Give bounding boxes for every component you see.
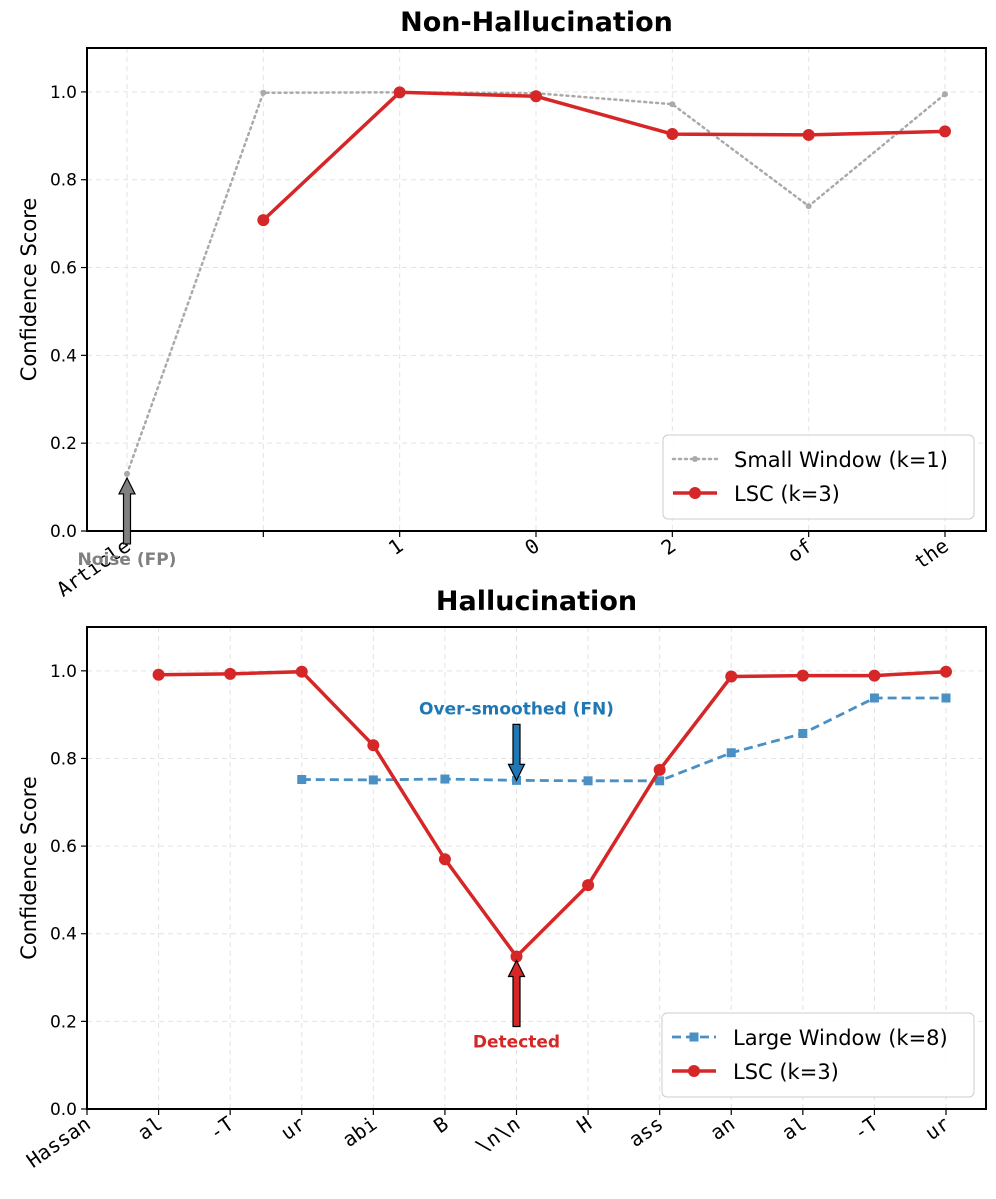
x-tick-label: 1 (384, 533, 408, 560)
y-tick-label: 0.0 (50, 522, 77, 542)
chart-title: Non-Hallucination (400, 7, 673, 38)
legend-box (661, 1012, 975, 1098)
y-tick-label: 0.0 (50, 1100, 77, 1120)
series-line (262, 90, 946, 222)
x-tick-label: al (777, 1111, 811, 1144)
x-tick-label: Hassan (22, 1111, 95, 1172)
data-point (653, 763, 666, 776)
data-point (666, 128, 679, 141)
legend-swatch-marker (688, 1065, 700, 1077)
y-tick-label: 1.0 (50, 83, 77, 103)
y-tick-label: 0.4 (50, 346, 77, 366)
series-1 (152, 665, 952, 963)
y-tick-label: 0.8 (50, 749, 77, 769)
annotation-arrow (118, 476, 136, 545)
x-tick-label: an (706, 1111, 740, 1144)
y-tick-label: 0.4 (50, 925, 77, 945)
legend-swatch-marker (692, 456, 698, 462)
annotation-1: Detected (473, 959, 560, 1053)
data-point (655, 776, 665, 786)
data-point (295, 665, 308, 678)
y-axis-label: Confidence Score (17, 776, 41, 960)
data-point (510, 950, 523, 963)
x-tick-label: B (429, 1111, 453, 1138)
annotation-0: Noise (FP) (78, 476, 177, 570)
data-point (941, 693, 951, 703)
data-point (393, 86, 406, 99)
data-point (939, 125, 951, 138)
x-tick-label: H (572, 1111, 596, 1138)
plot-frame (86, 47, 987, 532)
data-point (438, 853, 451, 866)
x-tick-label: -T (849, 1111, 883, 1144)
x-tick-label: -T (205, 1111, 239, 1144)
chart-panel-1: Non-Hallucination Confidence Score 0.0 0.2 0… (17, 7, 987, 601)
data-point (725, 670, 738, 683)
data-point (940, 665, 952, 678)
x-tick-label: al (133, 1111, 167, 1144)
legend-box (662, 434, 975, 520)
data-point (583, 776, 593, 786)
annotation-label: Noise (FP) (78, 550, 177, 570)
x-tick-label: ass (624, 1111, 667, 1151)
x-tick-label: ur (276, 1111, 310, 1144)
data-point (124, 470, 130, 477)
series-line (301, 696, 946, 783)
data-point (440, 774, 450, 784)
y-tick-label: 0.2 (50, 434, 77, 454)
y-tick-label: 0.6 (50, 837, 77, 857)
annotation-0: Over-smoothed (FN) (419, 699, 614, 782)
data-point (802, 128, 815, 141)
chart-panel-2: Hallucination Confidence Score 0.0 0.2 0.4 0.… (17, 586, 987, 1173)
chart-title: Hallucination (436, 586, 637, 617)
x-tick-label: the (910, 533, 953, 573)
series-0 (297, 693, 951, 786)
data-point (368, 775, 378, 785)
x-tick-label: 2 (657, 533, 681, 560)
data-point (260, 89, 267, 96)
data-point (942, 91, 948, 98)
annotation-label: Over-smoothed (FN) (419, 699, 614, 719)
y-tick-label: 0.6 (50, 259, 77, 279)
data-point (669, 101, 676, 108)
data-point (582, 879, 595, 892)
legend-label: Small Window (k=1) (734, 448, 948, 472)
y-tick-label: 0.2 (50, 1012, 77, 1032)
data-point (152, 668, 165, 681)
x-tick-label: 0 (520, 533, 544, 560)
annotation-arrow (507, 959, 526, 1028)
data-point (530, 90, 542, 103)
data-point (796, 669, 809, 682)
y-tick-label: 0.8 (50, 171, 77, 191)
data-point (726, 748, 736, 758)
legend: Large Window (k=8) LSC (k=3) (661, 1012, 975, 1098)
legend-label: LSC (k=3) (733, 1060, 839, 1084)
legend-label: LSC (k=3) (734, 482, 840, 506)
data-point (868, 669, 881, 682)
data-point (224, 667, 237, 680)
data-point (869, 693, 879, 703)
data-point (798, 728, 808, 738)
x-tick-label: ur (920, 1111, 954, 1144)
legend-label: Large Window (k=8) (733, 1026, 948, 1050)
annotation-arrow (507, 723, 526, 782)
annotation-label: Detected (473, 1033, 560, 1053)
x-tick-label: \n\n (471, 1111, 524, 1158)
x-tick-label: of (783, 533, 817, 566)
data-point (805, 203, 812, 210)
series-1 (257, 86, 951, 227)
data-point (257, 214, 270, 227)
data-point (367, 739, 380, 752)
y-tick-label: 1.0 (50, 662, 77, 682)
data-point (297, 774, 307, 784)
y-axis-label: Confidence Score (17, 198, 41, 382)
legend-swatch-marker (689, 487, 701, 499)
legend-swatch-marker (689, 1032, 699, 1042)
series-line (158, 669, 947, 960)
plot-frame (86, 626, 987, 1110)
x-tick-label: abi (338, 1111, 381, 1151)
legend: Small Window (k=1) LSC (k=3) (662, 434, 975, 520)
